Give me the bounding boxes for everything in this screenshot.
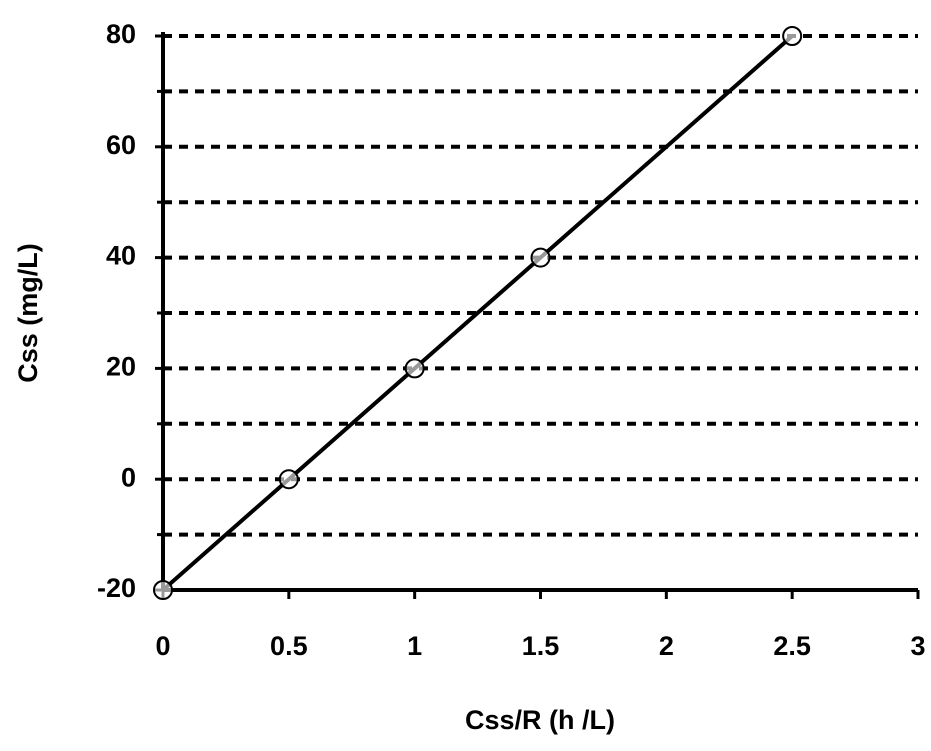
x-tick-label: 1.5 <box>522 631 560 661</box>
x-tick-label: 0.5 <box>270 631 308 661</box>
x-tick-label: 2.5 <box>773 631 811 661</box>
y-tick-label: 60 <box>106 130 136 160</box>
y-tick-label: 80 <box>106 19 136 49</box>
point <box>782 26 803 46</box>
point <box>153 580 173 600</box>
x-tick-label: 2 <box>659 631 674 661</box>
point <box>278 469 299 490</box>
y-axis-label: Css (mg/L) <box>13 243 43 383</box>
x-tick-label: 3 <box>910 631 925 661</box>
y-tick-label: 40 <box>106 241 136 271</box>
y-tick-label: 0 <box>121 462 136 492</box>
x-tick-label: 1 <box>407 631 422 661</box>
point <box>404 358 425 379</box>
point <box>530 247 551 268</box>
y-tick-label: 20 <box>106 352 136 382</box>
x-tick-label: 0 <box>155 631 170 661</box>
x-axis-label: Css/R (h /L) <box>465 705 615 735</box>
y-tick-label: -20 <box>97 573 136 603</box>
